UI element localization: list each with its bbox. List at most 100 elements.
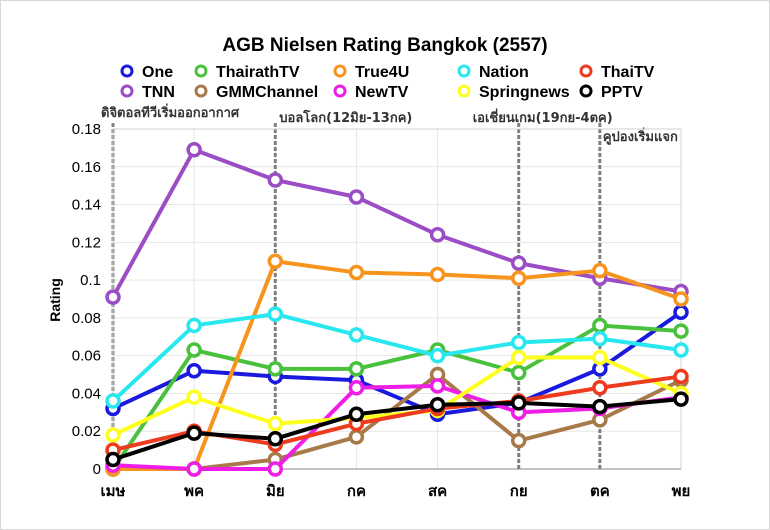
data-point-pptv: [186, 425, 202, 441]
legend-label-tnn: TNN: [142, 84, 175, 101]
data-point-springnews: [186, 389, 202, 405]
legend-item-newtv: NewTV: [333, 84, 409, 101]
data-point-springnews: [510, 349, 527, 366]
data-point-pptv: [105, 451, 121, 468]
data-point-pptv: [592, 398, 608, 415]
data-point-nation: [592, 330, 608, 347]
data-point-springnews: [592, 349, 608, 366]
y-tick-label: 0.14: [72, 197, 101, 214]
data-point-pptv: [510, 395, 527, 411]
y-tick-label: 0.08: [72, 310, 101, 327]
x-tick-label: มิย: [266, 482, 285, 500]
legend-label-nation: Nation: [479, 64, 529, 81]
data-point-springnews: [267, 415, 284, 432]
chart-title: AGB Nielsen Rating Bangkok (2557): [222, 35, 547, 56]
data-point-pptv: [673, 391, 689, 407]
legend-item-pptv: PPTV: [579, 84, 643, 101]
series-nation: [105, 306, 689, 409]
x-tick-label: กย: [510, 482, 528, 500]
annotation-label-1: บอลโลก(12มิย-13กค): [279, 109, 412, 126]
data-point-true4u: [429, 266, 446, 283]
data-point-gmmchannel: [510, 432, 527, 449]
x-tick-label: เมษ: [101, 482, 126, 500]
data-point-thaitv: [673, 368, 689, 385]
data-point-thairathtv: [348, 361, 365, 377]
data-point-true4u: [592, 262, 608, 279]
data-point-tnn: [429, 227, 446, 243]
legend-label-one: One: [142, 64, 173, 81]
y-tick-label: 0.04: [72, 385, 101, 402]
data-point-true4u: [510, 270, 527, 286]
data-point-newtv: [348, 380, 365, 396]
legend-item-gmmchannel: GMMChannel: [194, 84, 318, 101]
legend-item-thaitv: ThaiTV: [579, 64, 655, 81]
legend-marker-springnews: [457, 84, 471, 98]
data-point-thairathtv: [267, 361, 284, 377]
data-point-tnn: [267, 172, 284, 188]
legend-label-thaitv: ThaiTV: [601, 64, 655, 81]
annotation-label-3: คูปองเริ่มแจก: [603, 127, 678, 145]
data-point-gmmchannel: [348, 429, 365, 445]
y-tick-label: 0.16: [72, 159, 101, 176]
data-point-newtv: [186, 461, 202, 477]
data-point-nation: [267, 306, 284, 322]
series-pptv: [105, 391, 689, 468]
legend-item-thairathtv: ThairathTV: [194, 64, 300, 81]
legend-marker-thaitv: [579, 64, 593, 78]
legend-marker-tnn: [120, 84, 134, 98]
data-point-one: [186, 363, 202, 379]
legend-marker-one: [120, 64, 134, 78]
legend-label-newtv: NewTV: [355, 84, 409, 101]
y-tick-label: 0.1: [80, 272, 101, 289]
legend-marker-pptv: [579, 84, 593, 98]
legend-label-springnews: Springnews: [479, 84, 570, 101]
series-line-tnn: [111, 147, 683, 300]
data-point-nation: [673, 342, 689, 358]
series-line-one: [111, 310, 683, 417]
data-point-tnn: [510, 255, 527, 271]
legend-label-thairathtv: ThairathTV: [216, 64, 300, 81]
data-point-newtv: [429, 378, 446, 394]
y-tick-label: 0.06: [72, 348, 101, 365]
legend-label-pptv: PPTV: [601, 84, 643, 101]
y-tick-label: 0: [93, 461, 101, 478]
series-line-newtv: [111, 383, 683, 471]
data-point-thaitv: [592, 380, 608, 396]
data-point-newtv: [267, 461, 284, 477]
y-tick-label: 0.02: [72, 423, 101, 440]
legend-marker-gmmchannel: [194, 84, 208, 98]
axes: 0 0.02 0.04 0.06 0.08 0.1 0.12 0.14 0.16 0.18 เมษ พ…: [72, 121, 691, 500]
series-lines: [105, 142, 689, 477]
x-tick-label: สค: [428, 482, 447, 500]
data-point-tnn: [186, 142, 202, 158]
data-point-true4u: [348, 264, 365, 281]
data-point-nation: [348, 327, 365, 343]
data-point-tnn: [348, 189, 365, 205]
data-point-thairathtv: [186, 342, 202, 358]
data-point-nation: [429, 347, 446, 364]
legend-marker-thairathtv: [194, 64, 208, 78]
y-axis-label: Rating: [47, 278, 63, 322]
legend-item-one: One: [120, 64, 173, 81]
annotation-label-0: ดิจิตอลทีวีเริ่มออกอากาศ: [101, 103, 240, 121]
legend-marker-newtv: [333, 84, 347, 98]
x-tick-label: กค: [347, 482, 366, 500]
data-point-springnews: [105, 427, 121, 443]
legend-item-tnn: TNN: [120, 84, 175, 101]
data-point-one: [673, 304, 689, 320]
legend-item-nation: Nation: [457, 64, 529, 81]
data-point-nation: [510, 334, 527, 351]
legend-marker-nation: [457, 64, 471, 78]
legend-item-true4u: True4U: [333, 64, 409, 81]
data-point-tnn: [105, 289, 121, 305]
legend: One TNN ThairathTV GMMChannel True4U NewTV Nat…: [120, 64, 655, 101]
data-point-pptv: [267, 431, 284, 447]
series-line-pptv: [111, 397, 683, 462]
legend-item-springnews: Springnews: [457, 84, 570, 101]
data-point-thairathtv: [510, 364, 527, 381]
x-tick-label: พค: [184, 482, 204, 500]
legend-label-gmmchannel: GMMChannel: [216, 84, 318, 101]
data-point-nation: [105, 393, 121, 409]
y-tick-label: 0.18: [72, 121, 101, 138]
